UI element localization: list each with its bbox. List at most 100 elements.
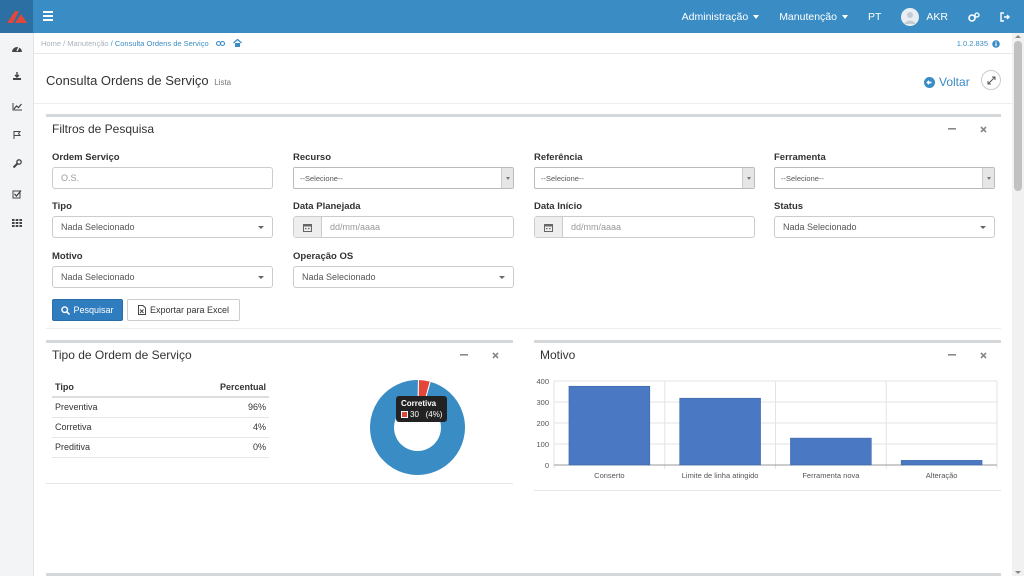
collapse-button[interactable] (457, 348, 471, 362)
sidebar-item-download[interactable] (0, 66, 34, 86)
bar[interactable] (679, 397, 761, 466)
breadcrumb-separator: / (61, 38, 68, 48)
menu-toggle-icon[interactable] (43, 10, 53, 22)
info-icon[interactable] (992, 39, 1000, 48)
motivo-panel-title: Motivo (540, 348, 576, 362)
file-excel-icon (137, 305, 146, 315)
sidebar-item-apps[interactable] (0, 213, 34, 233)
referencia-select[interactable]: --Selecione-- (534, 167, 755, 189)
ordem-servico-placeholder: O.S. (61, 173, 80, 183)
scroll-up-icon[interactable] (1015, 35, 1021, 38)
ferramenta-value: --Selecione-- (781, 173, 824, 183)
bar[interactable] (568, 385, 651, 466)
filters-panel-title: Filtros de Pesquisa (52, 122, 155, 136)
sidebar-item-flag[interactable] (0, 125, 34, 145)
nav-manutencao[interactable]: Manutenção (769, 11, 858, 23)
tipo-label: Tipo (52, 201, 72, 212)
link-icon[interactable] (215, 40, 225, 47)
sidebar-item-dashboard[interactable] (0, 38, 34, 58)
motivo-select[interactable]: Nada Selecionado (52, 266, 273, 288)
tooltip-body: 30 (4%) (401, 409, 442, 420)
top-navbar: Administração Manutenção PT AKR (0, 0, 1024, 33)
ordem-servico-label: Ordem Serviço (52, 152, 120, 163)
chart-tooltip: Corretiva 30 (4%) (396, 396, 448, 422)
status-label: Status (774, 201, 804, 212)
panel-border (46, 573, 1001, 576)
ordem-servico-input[interactable]: O.S. (52, 167, 273, 189)
cogs-icon (968, 11, 980, 22)
logo-icon (6, 10, 27, 23)
checkbox-icon (12, 190, 22, 199)
tooltip-percent: (4%) (425, 410, 443, 419)
table-row: Preventiva 96% (52, 397, 269, 418)
back-button[interactable]: Voltar (924, 75, 970, 89)
scroll-down-icon[interactable] (1015, 571, 1021, 574)
tipo-os-table: Tipo Percentual Preventiva 96% Corretiva… (52, 377, 269, 458)
close-button[interactable] (976, 348, 990, 362)
page-scrollbar[interactable] (1012, 33, 1024, 576)
chevron-down-icon (742, 168, 754, 188)
collapse-button[interactable] (945, 348, 959, 362)
minus-icon (948, 128, 956, 130)
sidebar-item-maintenance[interactable] (0, 154, 34, 174)
y-tick-label: 0 (545, 461, 549, 470)
fullscreen-button[interactable] (981, 70, 1001, 90)
cell-percentual: 4% (156, 417, 269, 438)
bar[interactable] (900, 460, 983, 466)
wrench-icon (12, 159, 22, 169)
language-label: PT (867, 10, 882, 23)
logout-button[interactable] (990, 11, 1024, 22)
operacao-os-select[interactable]: Nada Selecionado (293, 266, 514, 288)
export-excel-label: Exportar para Excel (149, 305, 230, 315)
x-tick-label: Ferramenta nova (802, 471, 860, 480)
motivo-value: Nada Selecionado (61, 272, 135, 282)
ferramenta-label: Ferramenta (774, 152, 826, 163)
scrollbar-thumb[interactable] (1014, 41, 1022, 191)
header-divider (34, 103, 1012, 104)
cell-percentual: 96% (156, 397, 269, 418)
page-subtitle: Lista (214, 78, 232, 87)
nav-administracao[interactable]: Administração (672, 11, 770, 23)
nav-administracao-label: Administração (681, 10, 749, 23)
recurso-select[interactable]: --Selecione-- (293, 167, 514, 189)
data-inicio-placeholder: dd/mm/aaaa (571, 222, 622, 232)
sidebar-item-charts[interactable] (0, 96, 34, 116)
app-logo[interactable] (0, 0, 33, 33)
minus-icon (948, 354, 956, 356)
caret-down-icon (258, 226, 264, 229)
operacao-os-value: Nada Selecionado (302, 272, 376, 282)
breadcrumb-home[interactable]: Home (41, 38, 62, 48)
caret-down-icon (258, 276, 264, 279)
close-button[interactable] (976, 122, 990, 136)
close-icon (491, 351, 499, 359)
cell-tipo: Corretiva (52, 417, 157, 438)
motivo-bar-chart: 0 100 200 300 400 Conserto Limite de linha ati… (536, 377, 998, 480)
caret-down-icon (980, 226, 986, 229)
data-planejada-input[interactable]: dd/mm/aaaa (293, 216, 514, 238)
bar[interactable] (790, 437, 872, 466)
close-button[interactable] (488, 348, 502, 362)
app-version: 1.0.2.835 (957, 39, 1000, 48)
status-select[interactable]: Nada Selecionado (774, 216, 995, 238)
export-excel-button[interactable]: Exportar para Excel (127, 299, 240, 321)
search-button-label: Pesquisar (73, 305, 114, 315)
settings-button[interactable] (958, 11, 990, 22)
home-icon[interactable] (232, 39, 242, 47)
tipo-os-panel-title: Tipo de Ordem de Serviço (52, 348, 192, 362)
table-row: Corretiva 4% (52, 417, 269, 438)
breadcrumb-section[interactable]: Manutenção (67, 38, 109, 48)
collapse-button[interactable] (945, 122, 959, 136)
download-icon (13, 72, 21, 80)
data-inicio-label: Data Início (534, 201, 583, 212)
ferramenta-select[interactable]: --Selecione-- (774, 167, 995, 189)
tipo-select[interactable]: Nada Selecionado (52, 216, 273, 238)
sidebar-item-checklist[interactable] (0, 184, 34, 204)
language-selector[interactable]: PT (858, 11, 891, 23)
user-menu[interactable]: AKR (891, 7, 958, 26)
pie-slice-preventiva[interactable] (369, 379, 466, 476)
referencia-value: --Selecione-- (541, 173, 584, 183)
data-inicio-input[interactable]: dd/mm/aaaa (534, 216, 755, 238)
version-number: 1.0.2.835 (956, 39, 988, 48)
search-button[interactable]: Pesquisar (52, 299, 123, 321)
tipo-os-donut-chart[interactable] (369, 379, 466, 476)
